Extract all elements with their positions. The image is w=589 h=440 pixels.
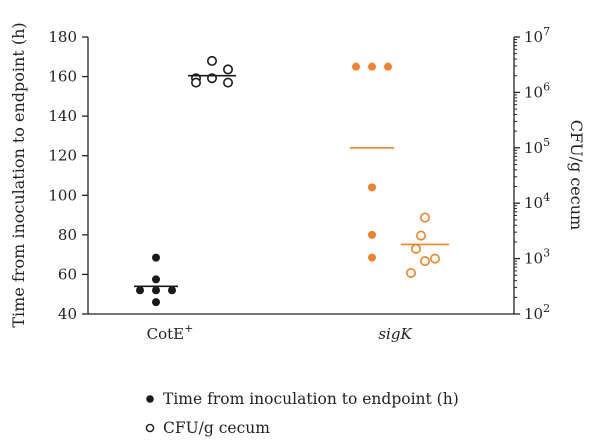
time-point: [168, 286, 176, 295]
right-tick-exponent: 6: [543, 80, 550, 93]
time-point: [368, 62, 376, 71]
cfu-point: [415, 230, 426, 241]
cfu-point: [419, 212, 430, 223]
x-tick-base: sigK: [378, 325, 412, 343]
right-tick-label: 103: [524, 247, 550, 268]
right-tick-base: 10: [524, 250, 543, 268]
right-axis-title: CFU/g cecum: [567, 120, 586, 230]
time-point: [152, 298, 160, 307]
data-marks: [134, 55, 449, 307]
x-tick-label: CotE+: [147, 322, 194, 343]
time-point: [152, 275, 160, 284]
right-tick-exponent: 2: [543, 302, 550, 315]
cfu-point: [405, 267, 416, 278]
left-y-ticks: 40 60 80 100 120 140 160 180: [48, 28, 88, 323]
right-tick-label: 104: [524, 191, 550, 212]
cfu-point: [207, 55, 218, 66]
cfu-point: [410, 243, 421, 254]
cfu-point: [191, 77, 202, 88]
right-tick-exponent: 4: [543, 191, 550, 204]
right-tick-base: 10: [524, 305, 543, 323]
right-tick-base: 10: [524, 28, 543, 46]
left-tick-label: 160: [48, 68, 77, 86]
left-tick-label: 100: [48, 186, 77, 204]
time-point: [368, 183, 376, 192]
right-tick-exponent: 7: [543, 25, 550, 38]
cfu-point: [419, 256, 430, 267]
x-tick-base: CotE: [147, 325, 185, 343]
left-tick-label: 80: [58, 226, 77, 244]
right-tick-label: 107: [524, 25, 550, 46]
right-tick-base: 10: [524, 139, 543, 157]
legend-open-circle-marker: [145, 423, 155, 433]
x-tick-superscript: +: [184, 322, 193, 335]
legend-filled-circle-marker: [146, 395, 154, 403]
x-ticks: CotE+ sigK: [147, 322, 413, 343]
time-point: [136, 286, 144, 295]
time-point: [152, 253, 160, 262]
right-tick-label: 106: [524, 80, 550, 101]
left-tick-label: 180: [48, 28, 77, 46]
cfu-point: [223, 64, 234, 75]
right-tick-label: 102: [524, 302, 550, 323]
left-tick-label: 140: [48, 107, 77, 125]
right-tick-base: 10: [524, 194, 543, 212]
left-tick-label: 60: [58, 265, 77, 283]
time-point: [368, 253, 376, 262]
right-tick-exponent: 5: [543, 136, 550, 149]
axes: [87, 37, 515, 315]
right-tick-exponent: 3: [543, 247, 550, 260]
legend-item-filled: Time from inoculation to endpoint (h): [146, 390, 459, 408]
right-tick-base: 10: [524, 83, 543, 101]
time-point: [152, 286, 160, 295]
legend-label-cfu: CFU/g cecum: [163, 419, 270, 437]
left-axis-title: Time from inoculation to endpoint (h): [9, 22, 28, 327]
time-point: [384, 62, 392, 71]
right-tick-label: 105: [524, 136, 550, 157]
cfu-point: [223, 77, 234, 88]
cfu-point: [429, 253, 440, 264]
left-tick-label: 120: [48, 147, 77, 165]
legend-label-time: Time from inoculation to endpoint (h): [163, 390, 459, 408]
legend-item-open: CFU/g cecum: [145, 419, 270, 437]
x-tick-label: sigK: [378, 325, 412, 343]
left-tick-label: 40: [58, 305, 77, 323]
time-point: [368, 230, 376, 239]
legend: Time from inoculation to endpoint (h) CF…: [145, 390, 459, 437]
time-point: [352, 62, 360, 71]
